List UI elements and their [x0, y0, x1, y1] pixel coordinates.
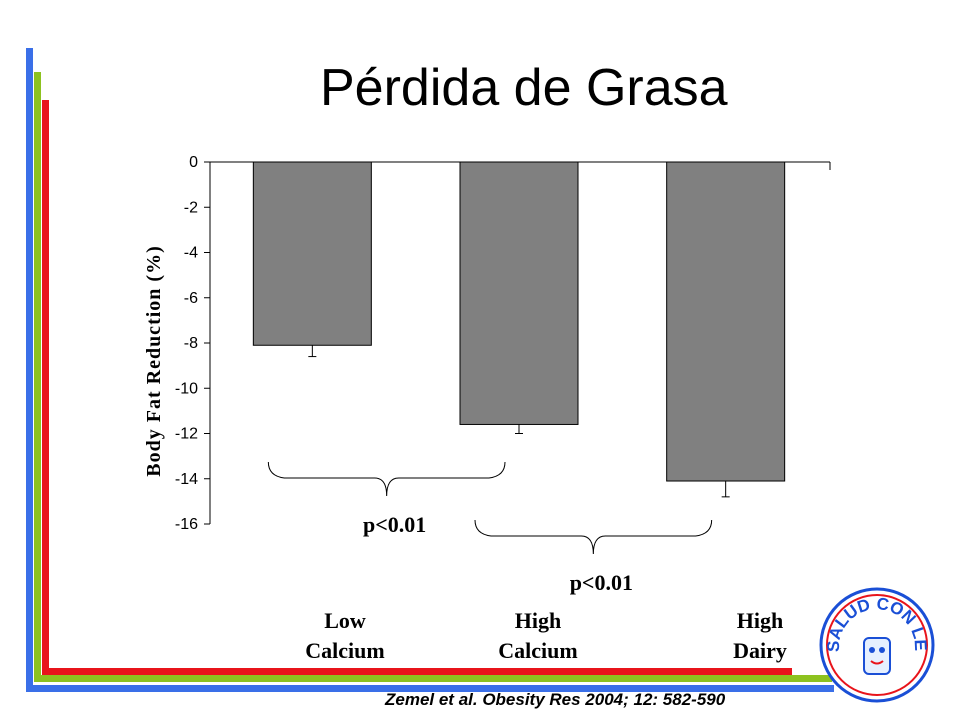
bar — [666, 161, 786, 482]
category-label-line1: High — [514, 608, 562, 633]
category-label-line1: High — [736, 608, 784, 633]
frame-blue-horizontal — [26, 685, 834, 692]
frame-green-horizontal — [34, 675, 832, 682]
category-label-line2: Calcium — [305, 638, 385, 663]
y-tick-label: -14 — [175, 471, 198, 488]
y-tick-label: -6 — [184, 290, 198, 307]
bar — [252, 161, 372, 346]
y-tick-label: -2 — [184, 199, 198, 216]
significance-label: p<0.01 — [363, 512, 426, 537]
frame-blue-vertical — [26, 48, 33, 692]
citation-text: Zemel et al. Obesity Res 2004; 12: 582-5… — [385, 690, 726, 709]
frame-red-horizontal — [42, 668, 792, 675]
frame-green-vertical — [34, 72, 41, 682]
category-label-line2: Calcium — [498, 638, 578, 663]
y-tick-label: -8 — [184, 335, 198, 352]
category-label-low-calcium: Low Calcium — [275, 606, 415, 666]
category-label-high-calcium: High Calcium — [468, 606, 608, 666]
y-tick-label: -10 — [175, 380, 198, 397]
y-tick-label: -16 — [175, 516, 198, 533]
significance-label: p<0.01 — [570, 570, 633, 595]
y-axis-label: Body Fat Reduction (%) — [143, 245, 165, 476]
frame-red-vertical — [42, 100, 49, 675]
significance-brace — [474, 519, 713, 555]
milk-glass-icon — [863, 637, 891, 675]
salud-con-leche-logo: SALUD CON LECHE — [818, 586, 935, 703]
bar — [459, 161, 579, 425]
y-tick-label: -12 — [175, 426, 198, 443]
y-tick-label: 0 — [189, 154, 198, 171]
category-label-line1: Low — [324, 608, 366, 633]
slide-title: Pérdida de Grasa — [320, 59, 728, 117]
significance-brace — [267, 461, 506, 497]
category-label-line2: Dairy — [733, 638, 787, 663]
y-tick-label: -4 — [184, 245, 198, 262]
category-label-high-dairy: High Dairy — [695, 606, 825, 666]
